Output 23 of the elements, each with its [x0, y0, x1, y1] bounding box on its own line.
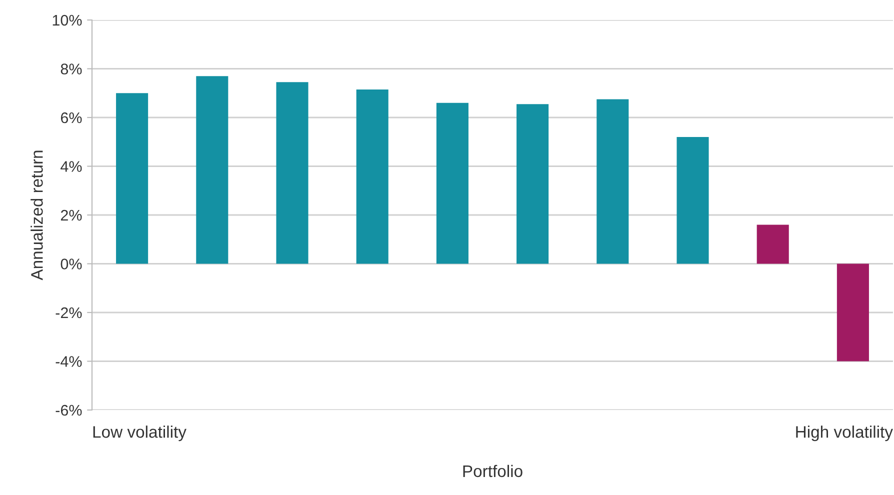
bar — [116, 93, 148, 264]
bar — [196, 76, 228, 264]
bar — [436, 102, 468, 264]
bar — [596, 99, 629, 264]
bar — [836, 264, 869, 362]
y-tick-label: 6% — [60, 112, 82, 124]
bar — [356, 89, 388, 264]
bar — [276, 82, 308, 264]
text: High volatility — [796, 426, 893, 442]
y-tick-label: 2% — [60, 210, 82, 221]
y-tick-label: 10% — [52, 14, 82, 26]
bar — [516, 104, 549, 264]
y-tick-label: -6% — [56, 404, 82, 416]
y-tick-label: 4% — [60, 161, 82, 172]
y-tick-label: -4% — [56, 356, 82, 367]
y-axis-title: Annualized return — [30, 150, 43, 280]
x-axis-title: Portfolio — [463, 464, 522, 478]
y-tick-label: 8% — [60, 64, 82, 74]
text: Low volatility — [93, 426, 186, 442]
y-tick-label: 0% — [60, 258, 82, 270]
bar — [756, 224, 789, 264]
y-tick-label: -2% — [56, 307, 82, 318]
bar — [676, 137, 709, 264]
